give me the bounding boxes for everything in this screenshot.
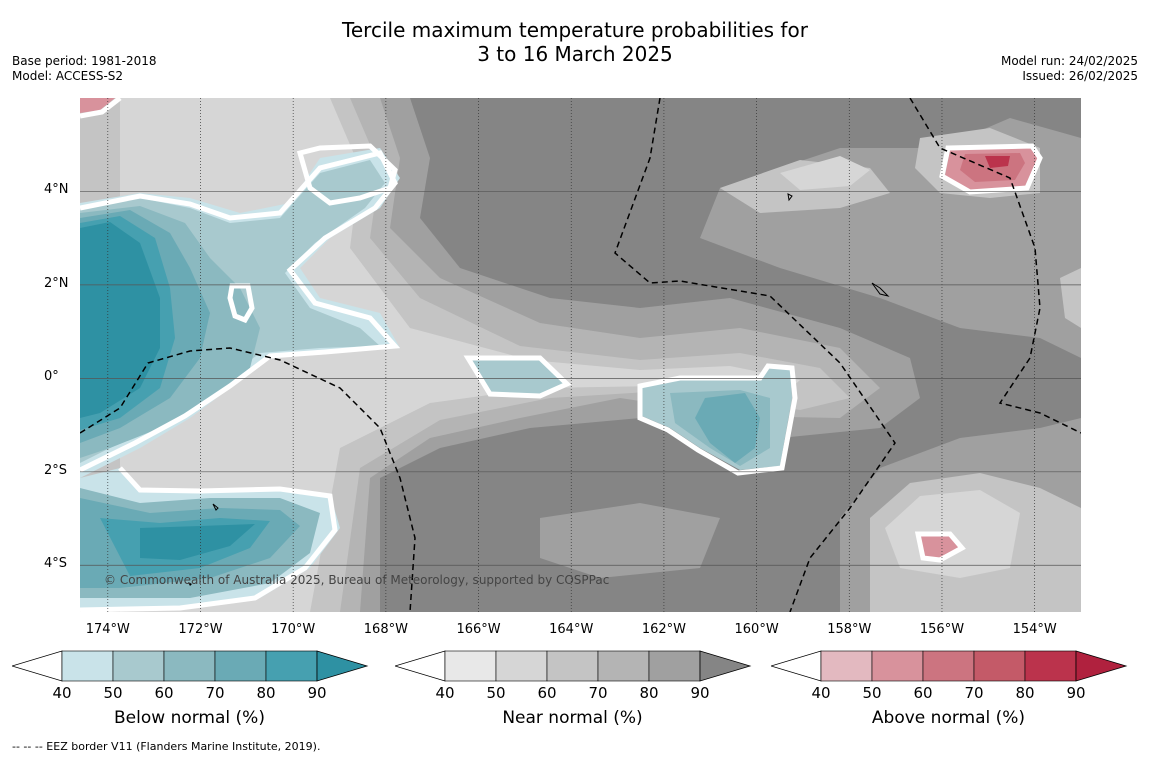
island-south <box>212 503 219 511</box>
model-run: Model run: 24/02/2025 <box>1000 54 1138 68</box>
below-normal-region-southwest-5 <box>140 524 255 560</box>
lon-tick-label: 168°W <box>363 622 408 637</box>
eez-border-west <box>80 347 416 612</box>
lon-tick-label: 158°W <box>827 622 872 637</box>
colorbar-tick: 90 <box>690 684 710 702</box>
colorbar-label-below: Below normal (%) <box>114 708 265 728</box>
colorbar-extend-low <box>395 650 446 682</box>
colorbar-above-normal <box>771 650 1128 682</box>
near-normal-region-northeast-light <box>780 156 870 190</box>
colorbar-segment <box>546 650 599 682</box>
lat-tick-label: 0° <box>44 369 59 385</box>
lon-tick-label: 160°W <box>734 622 779 637</box>
colorbar-segment <box>214 650 267 682</box>
lon-tick-label: 162°W <box>641 622 686 637</box>
colorbar-tick: 60 <box>154 684 174 702</box>
lon-tick-label: 164°W <box>549 622 594 637</box>
colorbar-tick: 50 <box>103 684 123 702</box>
below-normal-contour-north <box>296 143 398 206</box>
near-normal-region-south-dark <box>540 503 720 578</box>
colorbar-extend-high <box>316 650 369 682</box>
above-normal-region-nw-corner <box>80 98 115 113</box>
below-normal-region-west-6 <box>80 222 160 418</box>
below-normal-contour-south <box>80 466 338 612</box>
colorbar-segment <box>922 650 975 682</box>
colorbar-segment <box>163 650 216 682</box>
lat-tick-label: 4°N <box>44 182 69 198</box>
above-normal-region-northeast-core <box>985 156 1010 168</box>
eez-footnote: -- -- -- EEZ border V11 (Flanders Marine… <box>12 740 321 753</box>
gridlines <box>80 98 1081 612</box>
below-normal-region-central <box>470 360 565 394</box>
copyright-text: © Commonwealth of Australia 2025, Bureau… <box>104 573 609 587</box>
meta-left: Base period: 1981-2018 Model: ACCESS-S2 <box>12 54 157 84</box>
title-line-2: 3 to 16 March 2025 <box>477 42 673 66</box>
below-normal-region-east-core <box>695 393 760 463</box>
lon-tick-label: 166°W <box>456 622 501 637</box>
colorbar-tick: 90 <box>1066 684 1086 702</box>
colorbar-near-normal <box>395 650 752 682</box>
colorbar-tick: 50 <box>862 684 882 702</box>
colorbar-tick: 40 <box>52 684 72 702</box>
colorbar-extend-high <box>1075 650 1128 682</box>
above-normal-contour-southeast <box>914 531 966 563</box>
colorbar-segment <box>265 650 318 682</box>
colorbar-tick: 40 <box>811 684 831 702</box>
colorbar-tick: 40 <box>435 684 455 702</box>
lat-tick-label: 2°N <box>44 275 69 291</box>
lat-tick-label: 2°S <box>44 462 68 478</box>
colorbar-segment <box>597 650 650 682</box>
colorbar-segment <box>61 650 114 682</box>
title-line-1: Tercile maximum temperature probabilitie… <box>342 18 808 42</box>
colorbar-segment <box>871 650 924 682</box>
colorbar-segment <box>973 650 1026 682</box>
colorbar-tick: 50 <box>486 684 506 702</box>
below-normal-contour-central <box>463 355 572 399</box>
colorbar-segment <box>648 650 701 682</box>
base-period: Base period: 1981-2018 <box>12 54 157 68</box>
lon-tick-label: 170°W <box>271 622 316 637</box>
colorbar-tick: 90 <box>307 684 327 702</box>
colorbar-label-above: Above normal (%) <box>871 708 1026 728</box>
colorbar-segment <box>444 650 497 682</box>
colorbar-segment <box>820 650 873 682</box>
lon-tick-label: 156°W <box>919 622 965 637</box>
below-normal-contour-spot <box>227 283 255 324</box>
above-normal-contour-nw-corner <box>80 98 122 119</box>
issued-date: Issued: 26/02/2025 <box>1022 69 1138 83</box>
below-normal-contour-east <box>637 363 798 476</box>
colorbar-tick: 70 <box>588 684 608 702</box>
meta-right: Model run: 24/02/2025 Issued: 26/02/2025 <box>1001 54 1138 84</box>
below-normal-contour-west <box>80 150 401 473</box>
colorbar-tick: 70 <box>964 684 984 702</box>
colorbar-below-normal <box>12 650 369 682</box>
colorbar-segment <box>495 650 548 682</box>
model-name: Model: ACCESS-S2 <box>12 69 124 83</box>
island-baker <box>787 193 793 202</box>
colorbar-extend-low <box>771 650 822 682</box>
near-normal-region-east-edge <box>1060 268 1081 328</box>
colorbar-tick: 60 <box>913 684 933 702</box>
island-kiribati <box>871 282 890 297</box>
colorbar-tick: 70 <box>205 684 225 702</box>
lon-tick-label: 154°W <box>1012 622 1057 637</box>
map-plot: © Commonwealth of Australia 2025, Bureau… <box>80 98 1081 612</box>
colorbar-tick: 80 <box>256 684 276 702</box>
colorbar-tick: 80 <box>1015 684 1035 702</box>
eez-border-east <box>909 98 1081 434</box>
colorbar-segment <box>112 650 165 682</box>
colorbar-extend-low <box>12 650 63 682</box>
colorbar-segment <box>1024 650 1077 682</box>
colorbar-tick: 80 <box>639 684 659 702</box>
map-title: Tercile maximum temperature probabilitie… <box>0 18 1150 66</box>
colorbar-tick: 60 <box>537 684 557 702</box>
lat-tick-label: 4°S <box>44 556 68 572</box>
lon-tick-label: 174°W <box>85 622 130 637</box>
island-small-1 <box>188 582 192 586</box>
colorbar-extend-high <box>699 650 752 682</box>
eez-border-central <box>614 98 896 612</box>
lon-tick-label: 172°W <box>178 622 223 637</box>
colorbar-label-near: Near normal (%) <box>502 708 643 728</box>
